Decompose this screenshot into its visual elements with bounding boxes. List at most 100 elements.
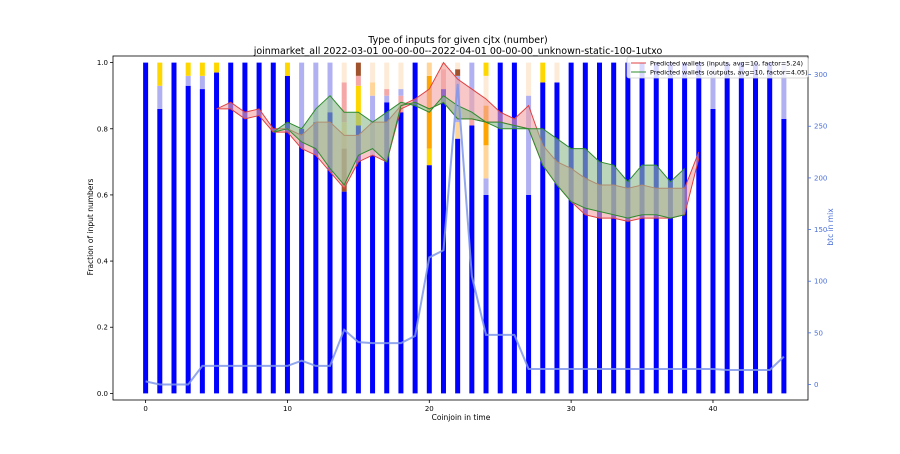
bar-18-seg-0	[398, 112, 404, 394]
bar-28-seg-1	[540, 62, 546, 83]
y2-tick-label-50: 50	[814, 329, 823, 337]
legend-box	[626, 56, 809, 79]
y-tick-label-1: 1.0	[97, 59, 108, 67]
bar-20-seg-1	[426, 148, 432, 166]
bar-45-seg-1	[781, 62, 787, 119]
bar-10-seg-1	[284, 62, 290, 76]
bar-14-seg-0	[341, 191, 347, 394]
bar-45-seg-0	[781, 118, 787, 394]
bar-22-seg-0	[455, 138, 461, 394]
bar-4-seg-0	[199, 89, 205, 394]
y2-tick-label-250: 250	[814, 123, 827, 131]
axes-layer: 0 10 20 30 40 0.0 0.2 0.4 0.6 0.8 1.0 0 50 100 150 200 2…	[97, 55, 827, 413]
bar-44-seg-0	[767, 62, 773, 394]
y2-axis-label: btc in mix	[826, 208, 835, 246]
bar-38-seg-0	[682, 62, 688, 394]
bar-19-seg-0	[412, 62, 418, 394]
bar-36-seg-0	[653, 62, 659, 394]
bar-9-seg-0	[270, 62, 276, 394]
bar-41-seg-0	[724, 62, 730, 394]
bar-10-seg-0	[284, 75, 290, 394]
x-tick-label-0: 0	[143, 405, 147, 413]
bar-1-seg-0	[157, 108, 163, 394]
btc-in-mix-line	[145, 83, 785, 386]
bar-16-seg-2	[370, 82, 376, 96]
y2-tick-label-300: 300	[814, 71, 827, 79]
bar-4-seg-1	[199, 75, 205, 90]
x-tick-label-30: 30	[567, 405, 576, 413]
chart-subtitle: joinmarket_all 2022-03-01 00-00-00--2022…	[253, 46, 663, 57]
bar-1-seg-1	[157, 85, 163, 109]
bar-17-seg-2	[384, 89, 390, 96]
bar-24-seg-0	[483, 194, 489, 394]
y-tick-label-0.4: 0.4	[97, 258, 109, 266]
bar-28-seg-0	[540, 82, 546, 394]
outputs-band-upper-line	[272, 94, 685, 183]
legend-label-inputs: Predicted wallets (inputs, avg=10, facto…	[650, 60, 803, 68]
bar-8-seg-0	[256, 62, 262, 394]
bands-layer	[216, 61, 700, 222]
bar-33-seg-0	[611, 62, 617, 394]
legend-label-outputs: Predicted wallets (outputs, avg=10, fact…	[650, 69, 808, 77]
bar-20-seg-0	[426, 165, 432, 394]
y2-tick-label-100: 100	[814, 278, 827, 286]
bar-24-seg-3	[483, 105, 489, 146]
bar-15-seg-3	[355, 62, 361, 76]
plot-frame	[112, 55, 809, 401]
y-axis-label: Fraction of input numbers	[86, 179, 95, 276]
bar-13-seg-1	[327, 62, 333, 113]
bar-14-seg-4	[341, 62, 347, 83]
x-tick-label-10: 10	[283, 405, 292, 413]
bar-2-seg-0	[171, 62, 177, 394]
bar-15-seg-0	[355, 125, 361, 394]
y-tick-label-0.8: 0.8	[97, 125, 108, 133]
bar-15-seg-1	[355, 85, 361, 126]
bar-16-seg-3	[370, 62, 376, 83]
bar-5-seg-0	[214, 72, 220, 394]
bar-5-seg-1	[214, 62, 220, 73]
bar-24-seg-1	[483, 178, 489, 195]
outputs-band-fill	[273, 95, 685, 219]
bar-22-seg-4	[455, 62, 461, 70]
x-tick-label-40: 40	[709, 405, 718, 413]
bar-3-seg-2	[185, 62, 191, 76]
bar-27-seg-0	[526, 194, 532, 394]
bar-23-seg-1	[469, 115, 475, 126]
bar-39-seg-0	[696, 62, 702, 394]
x-axis-label: Coinjoin in time	[432, 413, 491, 422]
bar-27-seg-2	[526, 62, 532, 96]
bar-22-seg-3	[455, 69, 461, 76]
bar-12-seg-1	[313, 62, 319, 123]
bar-35-seg-0	[639, 62, 645, 394]
y2-tick-label-150: 150	[814, 226, 827, 234]
bar-26-seg-0	[511, 62, 517, 394]
chart-legend: Predicted wallets (inputs, avg=10, facto…	[626, 56, 809, 79]
bar-29-seg-0	[554, 82, 560, 394]
bar-37-seg-0	[667, 62, 673, 394]
bar-11-seg-1	[299, 62, 305, 129]
bar-20-seg-3	[426, 62, 432, 76]
bar-34-seg-0	[625, 62, 631, 394]
bar-24-seg-5	[483, 62, 489, 76]
bar-17-seg-3	[384, 62, 390, 90]
bar-13-seg-0	[327, 112, 333, 394]
bar-3-seg-1	[185, 75, 191, 86]
outputs-band-lower-line	[273, 101, 685, 219]
y2-tick-label-0: 0	[814, 381, 818, 389]
bar-29-seg-1	[554, 62, 560, 83]
bar-18-seg-2	[398, 89, 404, 96]
bar-17-seg-0	[384, 102, 390, 394]
bar-23-seg-0	[469, 125, 475, 394]
bar-25-seg-0	[497, 62, 503, 394]
bar-42-seg-0	[738, 62, 744, 394]
bar-7-seg-0	[242, 62, 248, 394]
bar-43-seg-0	[753, 62, 759, 394]
y-tick-label-0: 0.0	[97, 390, 108, 398]
bar-6-seg-0	[228, 62, 234, 394]
bar-22-seg-1	[455, 122, 461, 139]
bar-16-seg-0	[370, 155, 376, 394]
bar-3-seg-0	[185, 85, 191, 394]
y-tick-label-0.6: 0.6	[97, 191, 109, 199]
